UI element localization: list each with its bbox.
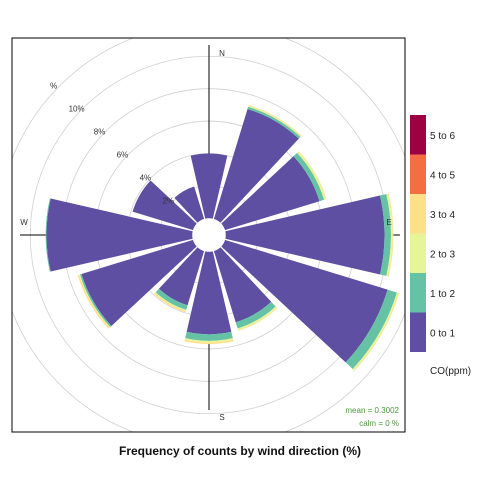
sector-bar-300-0 bbox=[132, 180, 197, 231]
direction-label-w: W bbox=[20, 218, 28, 227]
sector-bar-90-1 bbox=[379, 194, 391, 276]
legend-label: 4 to 5 bbox=[430, 170, 455, 181]
legend-swatch bbox=[410, 154, 426, 194]
sector-bar-180-0 bbox=[186, 251, 232, 335]
legend-swatch bbox=[410, 312, 426, 352]
sector-bar-90-0 bbox=[225, 195, 385, 275]
sector-bar-90-3 bbox=[387, 193, 394, 277]
legend-label: 5 to 6 bbox=[430, 131, 455, 142]
direction-label-e: E bbox=[386, 218, 391, 227]
sector-bar-210-1 bbox=[155, 288, 188, 310]
sector-bar-0-0 bbox=[190, 153, 228, 219]
ring-labels: 2% 4% 6% 8% 10%% bbox=[50, 82, 174, 206]
sector-bar-60-1 bbox=[293, 152, 325, 202]
sector-bar-240-0 bbox=[81, 239, 197, 326]
ring-label: 4% bbox=[140, 173, 152, 182]
sector-bar-210-0 bbox=[158, 247, 205, 306]
sector-bar-330-0 bbox=[174, 186, 205, 223]
sector-bar-270-1 bbox=[45, 198, 51, 272]
calm-stat: calm = 0 % bbox=[359, 419, 399, 428]
sector-bar-150-1 bbox=[235, 301, 276, 329]
legend-swatch bbox=[410, 233, 426, 273]
sector-bar-210-3 bbox=[153, 292, 186, 313]
legend-swatch bbox=[410, 115, 426, 155]
sector-bar-120-0 bbox=[221, 239, 388, 363]
legend: 0 to 1 1 to 2 2 to 3 3 to 4 4 to 5 5 to 6 bbox=[410, 115, 455, 352]
legend-swatch bbox=[410, 273, 426, 313]
center-hole-disc bbox=[192, 218, 226, 252]
mean-stat: mean = 0.3002 bbox=[345, 406, 399, 415]
legend-label: 1 to 2 bbox=[430, 289, 455, 300]
sector-bar-150-0 bbox=[213, 247, 272, 323]
sector-bar-270-0 bbox=[46, 198, 193, 272]
sector-bar-150-2 bbox=[237, 306, 277, 330]
sector-bar-60-0 bbox=[221, 156, 320, 231]
sector-bar-60-2 bbox=[297, 151, 326, 200]
ring-label: % bbox=[50, 82, 57, 91]
legend-label: 0 to 1 bbox=[430, 328, 455, 339]
legend-swatch bbox=[410, 194, 426, 234]
direction-label-n: N bbox=[219, 49, 225, 58]
ring-label: 8% bbox=[94, 128, 106, 137]
panel-border bbox=[11, 37, 406, 433]
sector-bar-180-1 bbox=[185, 331, 233, 341]
sector-bars bbox=[45, 105, 400, 371]
direction-labels: N E S W bbox=[20, 49, 391, 422]
legend-label: 2 to 3 bbox=[430, 249, 455, 260]
sector-bar-240-1 bbox=[79, 273, 112, 328]
ring-label: 10% bbox=[69, 105, 85, 114]
sector-bar-30-1 bbox=[247, 106, 301, 139]
sector-bar-90-2 bbox=[386, 193, 393, 277]
sector-bar-30-0 bbox=[213, 109, 299, 223]
sector-bar-120-1 bbox=[345, 289, 397, 370]
ring-label: 6% bbox=[117, 150, 129, 159]
chart-title: Frequency of counts by wind direction (%… bbox=[119, 444, 361, 458]
sector-bar-240-3 bbox=[77, 274, 110, 329]
sector-bar-180-3 bbox=[184, 339, 234, 345]
legend-title: CO(ppm) bbox=[430, 366, 471, 377]
center-hole bbox=[192, 218, 226, 252]
plot-panel: 2% 4% 6% 8% 10%% N E S W mean = 0.3002 calm = 0… bbox=[11, 37, 406, 433]
direction-label-s: S bbox=[219, 413, 224, 422]
sector-bar-180-2 bbox=[184, 338, 234, 343]
ring-label: 2% bbox=[162, 196, 174, 205]
legend-label: 3 to 4 bbox=[430, 210, 455, 221]
